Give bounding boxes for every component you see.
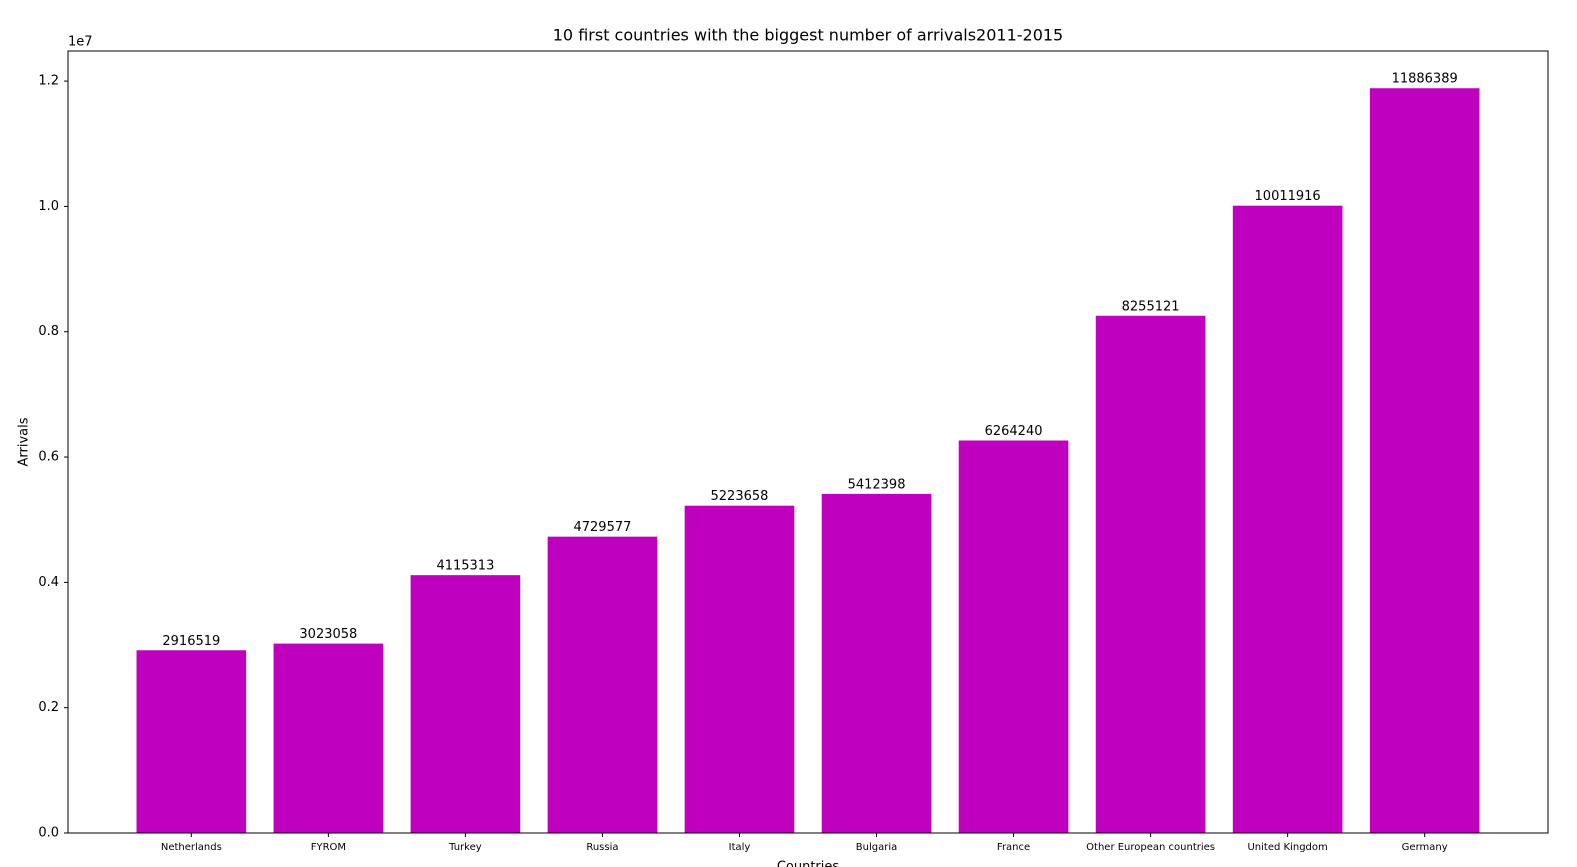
bar bbox=[136, 650, 247, 833]
y-tick-label: 1.2 bbox=[38, 74, 59, 89]
x-tick-label: Germany bbox=[1402, 842, 1448, 853]
y-tick-label: 1.0 bbox=[38, 199, 59, 214]
y-tick-label: 0.2 bbox=[38, 700, 59, 715]
value-label: 10011916 bbox=[1255, 189, 1321, 204]
y-tick-label: 0.8 bbox=[38, 324, 59, 339]
bar bbox=[821, 493, 932, 833]
x-axis-label: Countries bbox=[777, 860, 840, 867]
y-axis-label: Arrivals bbox=[17, 417, 32, 466]
value-label: 5223658 bbox=[711, 489, 769, 504]
value-label: 6264240 bbox=[985, 424, 1043, 439]
x-tick-label: France bbox=[997, 842, 1030, 853]
x-tick-label: FYROM bbox=[311, 842, 346, 853]
y-tick-label: 0.6 bbox=[38, 450, 59, 465]
x-tick-label: Russia bbox=[586, 842, 618, 853]
x-tick-label: Netherlands bbox=[161, 842, 222, 853]
bar bbox=[547, 536, 658, 833]
y-offset-label: 1e7 bbox=[68, 35, 93, 50]
x-tick-label: Bulgaria bbox=[856, 842, 897, 853]
plot-frame bbox=[67, 50, 1549, 834]
value-label: 3023058 bbox=[299, 627, 357, 642]
y-tick-label: 0.4 bbox=[38, 575, 59, 590]
bar bbox=[273, 643, 384, 833]
bar bbox=[1369, 88, 1480, 834]
x-tick-label: United Kingdom bbox=[1247, 842, 1327, 853]
x-tick-label: Italy bbox=[729, 842, 751, 853]
value-label: 4729577 bbox=[573, 520, 631, 535]
value-label: 4115313 bbox=[436, 559, 494, 574]
bar bbox=[958, 440, 1069, 833]
value-label: 8255121 bbox=[1122, 299, 1180, 314]
value-label: 11886389 bbox=[1392, 72, 1458, 87]
value-label: 2916519 bbox=[162, 634, 220, 649]
x-tick-label: Turkey bbox=[448, 842, 482, 853]
bar bbox=[684, 505, 795, 833]
chart-title: 10 first countries with the biggest numb… bbox=[553, 26, 1063, 45]
bar bbox=[1095, 315, 1206, 833]
bar bbox=[1232, 205, 1343, 833]
value-label: 5412398 bbox=[848, 477, 906, 492]
y-tick-label: 0.0 bbox=[38, 826, 59, 841]
bar bbox=[410, 575, 521, 833]
x-tick-label: Other European countries bbox=[1086, 842, 1215, 853]
